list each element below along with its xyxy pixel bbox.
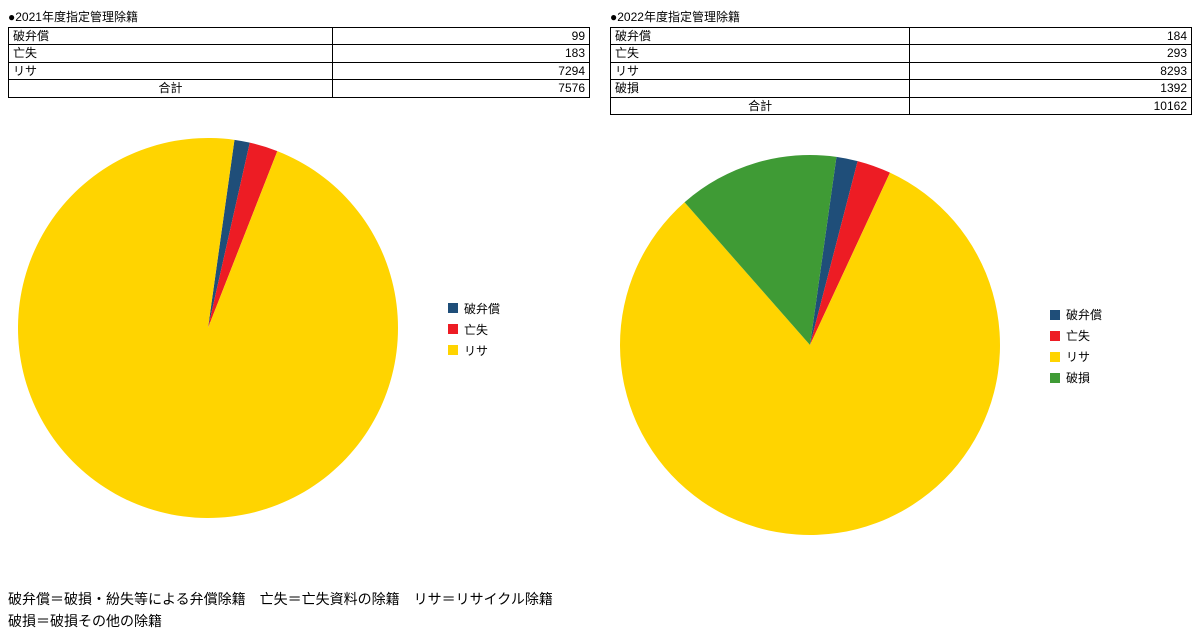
cell-label: 破損	[611, 80, 910, 97]
legend-label: 破弁償	[1066, 306, 1102, 323]
cell-value: 7294	[333, 62, 590, 79]
legend-label: リサ	[1066, 348, 1090, 365]
table-row: 破弁償 99	[9, 28, 590, 45]
panel-2021-title: ●2021年度指定管理除籍	[8, 8, 590, 25]
legend-swatch	[448, 303, 458, 313]
table-2022: 破弁償 184 亡失 293 リサ 8293 破損 1392 合計 10162	[610, 27, 1192, 115]
legend-item: 亡失	[1050, 327, 1102, 344]
legend-item: 亡失	[448, 321, 500, 338]
legend-2021: 破弁償 亡失 リサ	[448, 296, 500, 363]
legend-item: 破損	[1050, 369, 1102, 386]
legend-swatch	[448, 324, 458, 334]
table-total-row: 合計 7576	[9, 80, 590, 97]
cell-label: リサ	[9, 62, 333, 79]
cell-total-value: 7576	[333, 80, 590, 97]
cell-total-value: 10162	[910, 97, 1192, 114]
legend-label: リサ	[464, 342, 488, 359]
cell-value: 8293	[910, 62, 1192, 79]
cell-label: 破弁償	[9, 28, 333, 45]
cell-label: 亡失	[611, 45, 910, 62]
cell-value: 184	[910, 28, 1192, 45]
table-row: リサ 8293	[611, 62, 1192, 79]
table-row: 破損 1392	[611, 80, 1192, 97]
chart-2021-wrap: 破弁償 亡失 リサ	[8, 128, 590, 531]
table-row: リサ 7294	[9, 62, 590, 79]
footnote-line: 破損＝破損その他の除籍	[8, 610, 1192, 632]
table-2021: 破弁償 99 亡失 183 リサ 7294 合計 7576	[8, 27, 590, 98]
cell-value: 1392	[910, 80, 1192, 97]
legend-item: 破弁償	[1050, 306, 1102, 323]
cell-label: 破弁償	[611, 28, 910, 45]
legend-swatch	[1050, 331, 1060, 341]
panels: ●2021年度指定管理除籍 破弁償 99 亡失 183 リサ 7294 合計 7…	[8, 8, 1192, 548]
table-row: 亡失 293	[611, 45, 1192, 62]
legend-label: 破損	[1066, 369, 1090, 386]
table-row: 破弁償 184	[611, 28, 1192, 45]
legend-swatch	[1050, 352, 1060, 362]
legend-item: リサ	[1050, 348, 1102, 365]
legend-label: 破弁償	[464, 300, 500, 317]
cell-total-label: 合計	[9, 80, 333, 97]
cell-value: 183	[333, 45, 590, 62]
cell-value: 293	[910, 45, 1192, 62]
legend-label: 亡失	[464, 321, 488, 338]
legend-item: 破弁償	[448, 300, 500, 317]
cell-total-label: 合計	[611, 97, 910, 114]
pie-2022	[610, 145, 1010, 548]
cell-label: リサ	[611, 62, 910, 79]
legend-swatch	[448, 345, 458, 355]
legend-item: リサ	[448, 342, 500, 359]
panel-2021: ●2021年度指定管理除籍 破弁償 99 亡失 183 リサ 7294 合計 7…	[8, 8, 590, 548]
footnote: 破弁償＝破損・紛失等による弁償除籍 亡失＝亡失資料の除籍 リサ＝リサイクル除籍 …	[8, 588, 1192, 633]
cell-label: 亡失	[9, 45, 333, 62]
panel-2022-title: ●2022年度指定管理除籍	[610, 8, 1192, 25]
chart-2022-wrap: 破弁償 亡失 リサ 破損	[610, 145, 1192, 548]
table-total-row: 合計 10162	[611, 97, 1192, 114]
cell-value: 99	[333, 28, 590, 45]
legend-swatch	[1050, 310, 1060, 320]
table-row: 亡失 183	[9, 45, 590, 62]
panel-2022: ●2022年度指定管理除籍 破弁償 184 亡失 293 リサ 8293 破損 …	[610, 8, 1192, 548]
pie-2021	[8, 128, 408, 531]
footnote-line: 破弁償＝破損・紛失等による弁償除籍 亡失＝亡失資料の除籍 リサ＝リサイクル除籍	[8, 588, 1192, 610]
legend-label: 亡失	[1066, 327, 1090, 344]
legend-swatch	[1050, 373, 1060, 383]
legend-2022: 破弁償 亡失 リサ 破損	[1050, 302, 1102, 390]
